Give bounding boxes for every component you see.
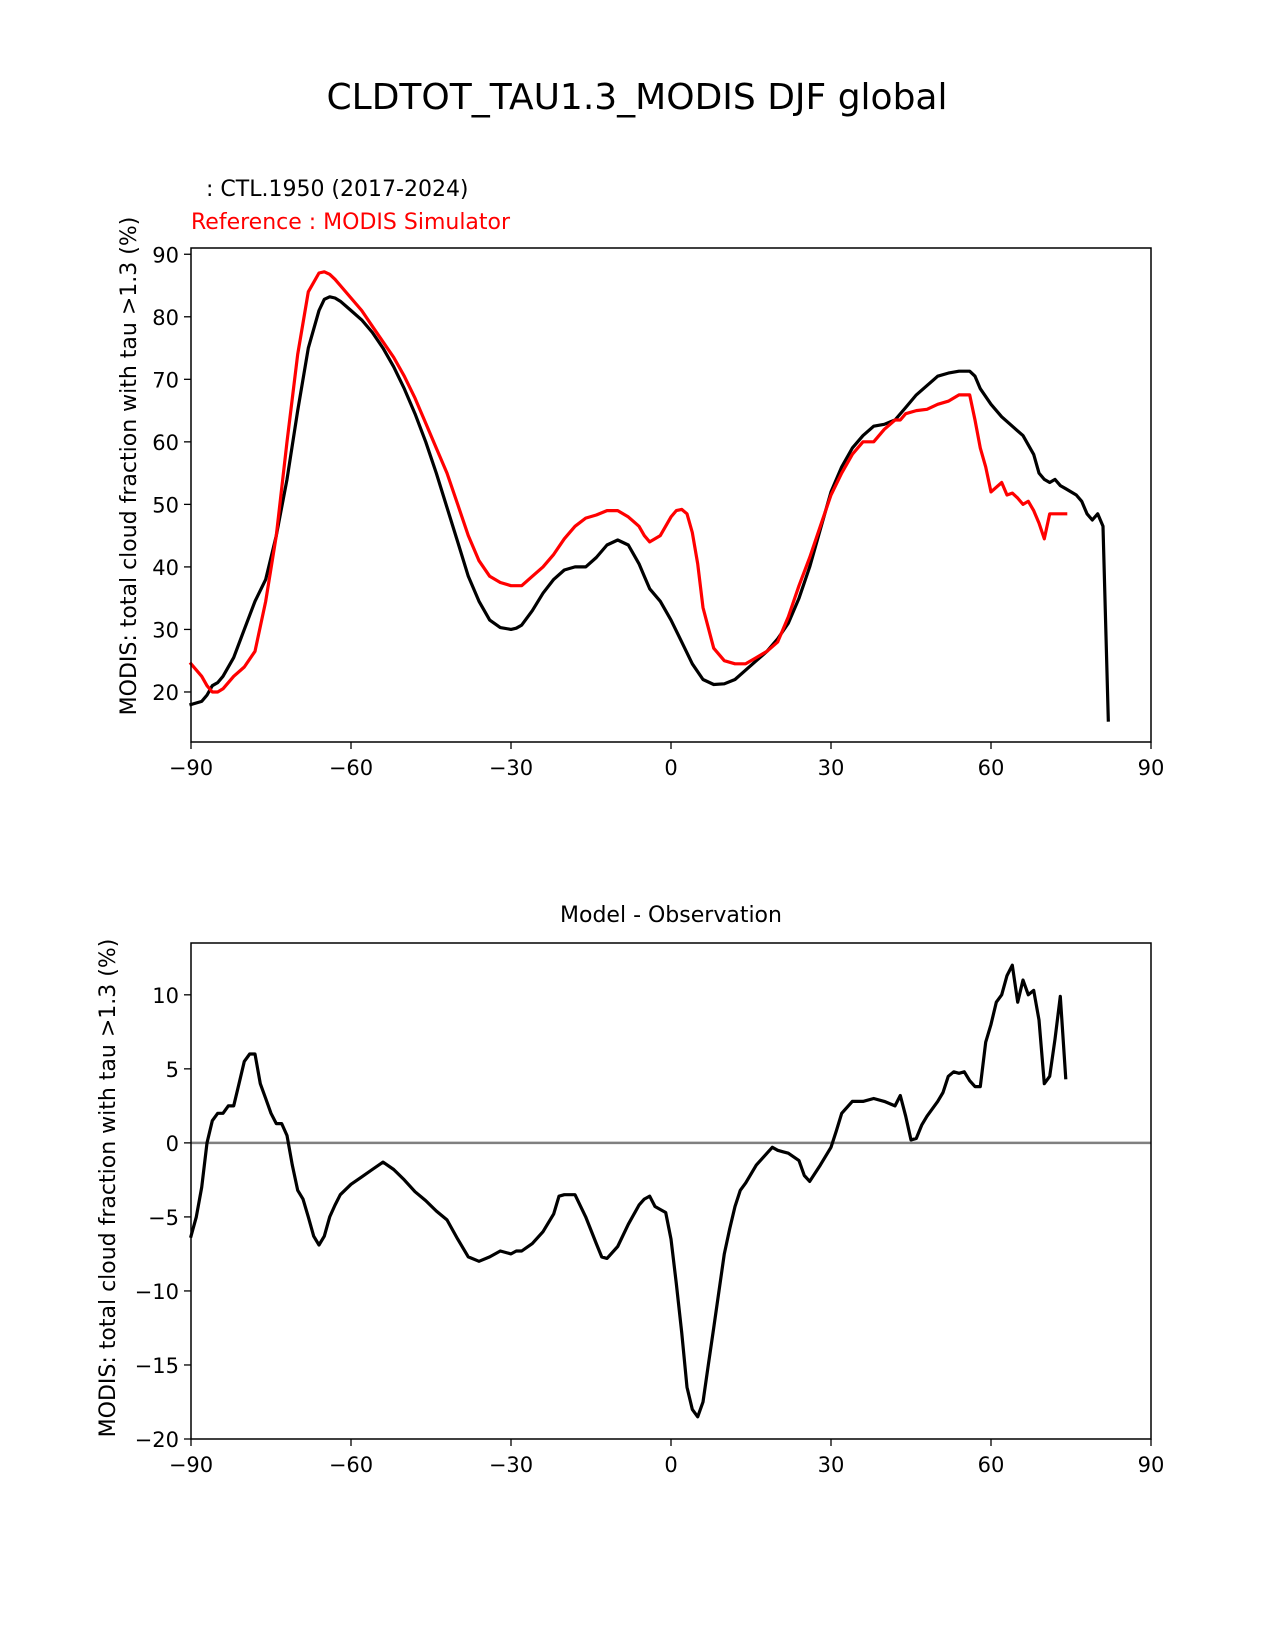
top-ylabel: MODIS: total cloud fraction with tau >1.…: [117, 217, 142, 716]
y-tick-label: 90: [152, 243, 179, 267]
top-panel: : CTL.1950 (2017-2024) Reference : MODIS…: [117, 177, 1164, 780]
y-tick-label: −10: [135, 1280, 179, 1304]
x-tick-label: −30: [489, 756, 533, 780]
y-tick-label: 10: [152, 984, 179, 1008]
y-tick-label: 70: [152, 368, 179, 392]
x-tick-label: 60: [978, 756, 1005, 780]
x-tick-label: −90: [169, 1453, 213, 1477]
y-tick-label: 80: [152, 306, 179, 330]
x-tick-label: 90: [1138, 1453, 1165, 1477]
x-tick-label: −30: [489, 1453, 533, 1477]
top-axes-frame: [190, 247, 1152, 743]
y-tick-label: 50: [152, 493, 179, 517]
bottom-axes-frame: [190, 942, 1152, 1440]
figure-title: CLDTOT_TAU1.3_MODIS DJF global: [327, 77, 948, 118]
x-tick-label: −60: [329, 756, 373, 780]
reference-label: Reference : MODIS Simulator: [191, 210, 511, 235]
y-tick-label: 30: [152, 618, 179, 642]
x-tick-label: 60: [978, 1453, 1005, 1477]
x-tick-label: 0: [664, 756, 677, 780]
x-tick-label: −90: [169, 756, 213, 780]
x-tick-label: 30: [818, 756, 845, 780]
bottom-title: Model - Observation: [560, 903, 782, 928]
x-tick-label: −60: [329, 1453, 373, 1477]
y-tick-label: 60: [152, 431, 179, 455]
x-tick-label: 0: [664, 1453, 677, 1477]
bottom-ylabel: MODIS: total cloud fraction with tau >1.…: [96, 939, 121, 1438]
y-tick-label: 5: [166, 1058, 179, 1082]
y-tick-label: 40: [152, 556, 179, 580]
y-tick-label: −5: [148, 1206, 179, 1230]
y-tick-label: 20: [152, 681, 179, 705]
x-tick-label: 30: [818, 1453, 845, 1477]
bottom-panel: Model - Observation MODIS: total cloud f…: [96, 903, 1164, 1477]
x-tick-label: 90: [1138, 756, 1165, 780]
y-tick-label: −20: [135, 1428, 179, 1452]
y-tick-label: 0: [166, 1132, 179, 1156]
model-series-line: [189, 295, 1110, 722]
y-tick-label: −15: [135, 1354, 179, 1378]
test-label: : CTL.1950 (2017-2024): [206, 177, 469, 202]
difference-series-line: [189, 963, 1068, 1419]
reference-series-line: [188, 270, 1068, 694]
